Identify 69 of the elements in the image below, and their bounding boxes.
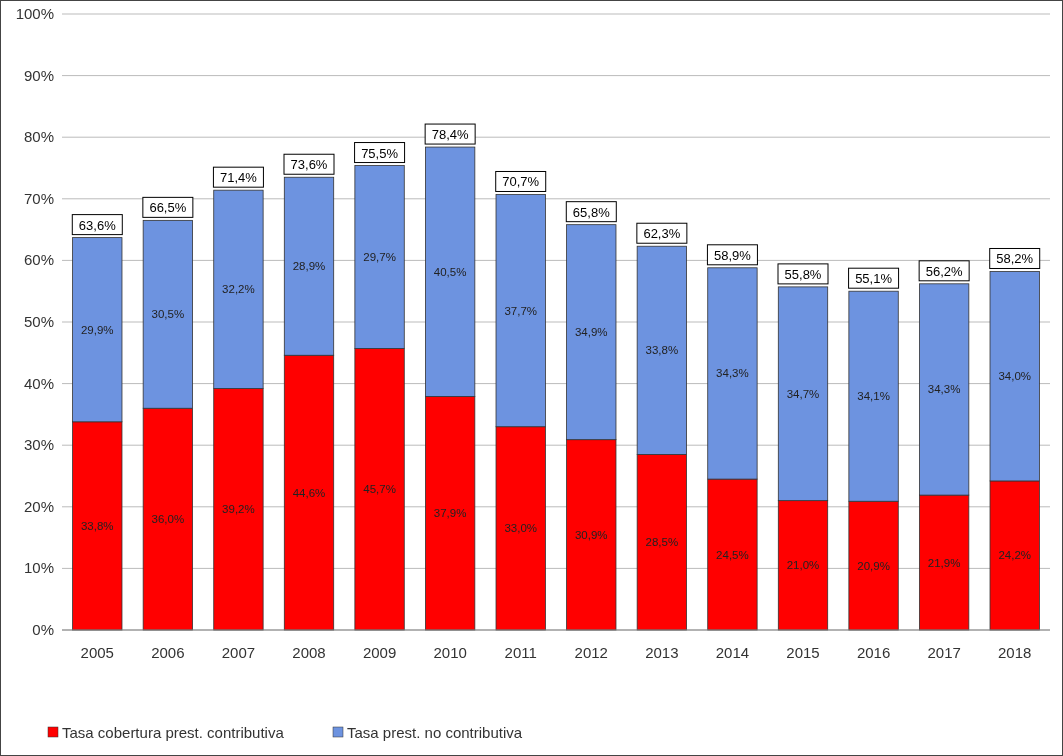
total-label: 58,2% xyxy=(996,251,1034,267)
x-tick-label: 2016 xyxy=(856,644,891,661)
y-tick-label: 90% xyxy=(23,66,54,84)
total-label: 58,9% xyxy=(713,247,752,263)
total-label: 63,6% xyxy=(78,217,117,233)
y-tick-label: 20% xyxy=(23,497,54,515)
y-tick-label: 60% xyxy=(23,251,54,269)
y-tick-label: 40% xyxy=(23,374,54,392)
data-label: 33,8% xyxy=(80,519,114,532)
x-tick-label: 2017 xyxy=(927,644,961,661)
x-tick-label: 2015 xyxy=(786,644,820,661)
data-label: 33,0% xyxy=(504,522,538,535)
x-tick-label: 2018 xyxy=(998,644,1032,661)
data-label: 30,5% xyxy=(151,308,185,321)
data-label: 20,9% xyxy=(857,559,890,572)
data-label: 34,3% xyxy=(716,367,749,380)
total-label: 78,4% xyxy=(431,127,470,143)
total-label: 73,6% xyxy=(290,157,328,173)
x-tick-label: 2009 xyxy=(362,644,397,661)
data-label: 33,8% xyxy=(645,344,679,357)
data-label: 21,9% xyxy=(927,556,961,569)
data-label: 28,5% xyxy=(645,536,679,549)
x-tick-label: 2013 xyxy=(645,644,679,661)
total-label: 55,1% xyxy=(855,271,893,287)
legend-label: Tasa prest. no contributiva xyxy=(347,724,523,741)
data-label: 37,9% xyxy=(433,507,467,520)
data-label: 30,9% xyxy=(574,528,608,541)
x-tick-label: 2011 xyxy=(504,644,537,661)
x-tick-label: 2012 xyxy=(574,644,608,661)
data-label: 32,2% xyxy=(222,283,255,296)
data-label: 21,0% xyxy=(786,559,820,572)
x-tick-label: 2007 xyxy=(221,644,256,661)
data-label: 34,9% xyxy=(574,326,608,339)
data-label: 40,5% xyxy=(433,265,467,278)
total-label: 65,8% xyxy=(572,204,611,220)
legend-label: Tasa cobertura prest. contributiva xyxy=(62,724,285,741)
y-tick-label: 0% xyxy=(32,621,54,638)
total-label: 62,3% xyxy=(643,226,681,242)
data-label: 34,0% xyxy=(998,370,1032,383)
data-label: 45,7% xyxy=(363,483,396,496)
y-tick-label: 70% xyxy=(23,189,54,207)
x-tick-label: 2014 xyxy=(715,644,750,661)
data-label: 28,9% xyxy=(292,260,326,273)
data-label: 24,5% xyxy=(716,548,749,561)
data-label: 34,1% xyxy=(857,390,890,403)
y-tick-label: 100% xyxy=(15,5,54,22)
data-label: 34,7% xyxy=(786,387,820,400)
x-tick-label: 2008 xyxy=(292,644,326,661)
total-label: 75,5% xyxy=(361,145,399,161)
data-label: 29,9% xyxy=(80,323,114,336)
data-label: 36,0% xyxy=(151,513,185,526)
y-tick-label: 80% xyxy=(23,128,54,146)
data-label: 39,2% xyxy=(222,503,255,516)
y-tick-label: 10% xyxy=(23,559,54,577)
data-label: 24,2% xyxy=(998,549,1032,562)
data-label: 44,6% xyxy=(292,486,326,499)
total-label: 55,8% xyxy=(784,266,822,282)
y-tick-label: 30% xyxy=(23,436,54,454)
data-label: 29,7% xyxy=(363,251,396,264)
total-label: 66,5% xyxy=(149,200,187,216)
total-label: 70,7% xyxy=(502,174,540,190)
total-label: 71,4% xyxy=(219,170,258,186)
x-tick-label: 2005 xyxy=(80,644,114,661)
data-label: 34,3% xyxy=(927,383,961,396)
data-label: 37,7% xyxy=(504,304,538,317)
x-tick-label: 2006 xyxy=(151,644,185,661)
x-tick-label: 2010 xyxy=(433,644,467,661)
y-tick-label: 50% xyxy=(23,313,54,330)
total-label: 56,2% xyxy=(925,263,964,279)
